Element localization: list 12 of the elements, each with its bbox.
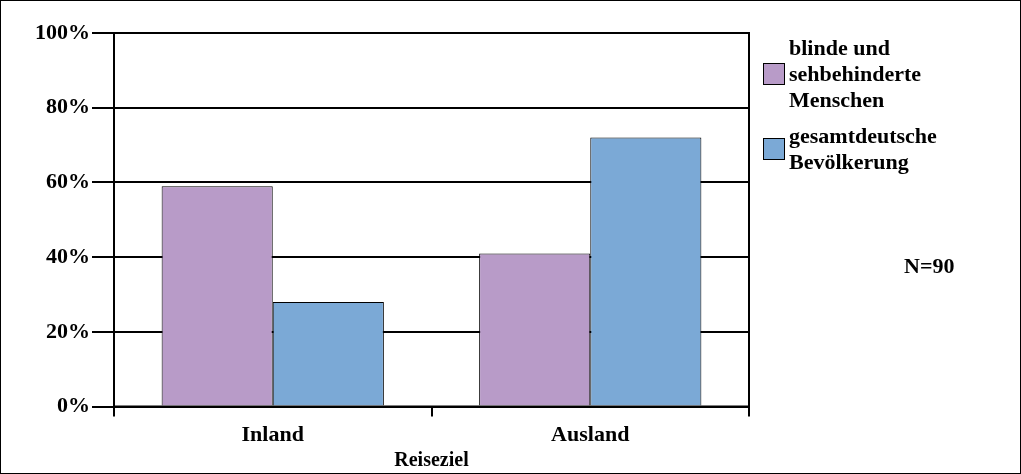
y-tick-label: 0% — [57, 392, 90, 418]
y-tick-label: 40% — [46, 242, 90, 268]
legend-label: blinde und sehbehinderte Menschen — [789, 35, 922, 113]
y-tick-label: 100% — [35, 18, 90, 44]
y-tick-label: 60% — [46, 168, 90, 194]
x-tick-label: Ausland — [551, 421, 630, 447]
text: N=90 — [904, 253, 955, 279]
x-axis-title: Reiseziel — [394, 448, 470, 471]
y-tick-label: 80% — [46, 93, 90, 119]
legend-label: gesamtdeutsche Bevölkerung — [789, 123, 938, 175]
y-tick-label: 20% — [46, 317, 90, 343]
x-tick-label: Inland — [241, 421, 304, 447]
